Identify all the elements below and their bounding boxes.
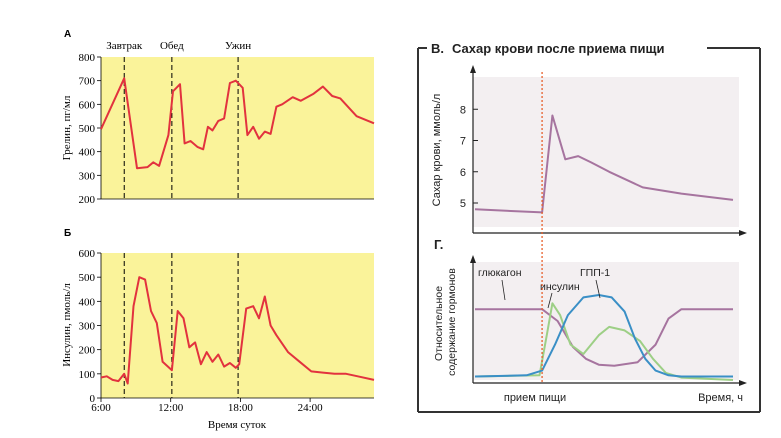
panel-b-x-label: Время суток: [208, 419, 267, 431]
series-label-glp1: ГПП-1: [580, 267, 610, 279]
panel-b: Б 0 100 200 300 400 500 600 6:00 12:00 18:00 24:0…: [61, 228, 375, 431]
panel-b-plot-bg: [101, 253, 374, 398]
leader-glp1: [595, 279, 601, 299]
panel-b-ytick-label: 500: [79, 272, 96, 284]
panel-b-ytick-label: 300: [79, 321, 96, 333]
panel-a-plot-bg: [101, 57, 374, 199]
panel-b-y-label: Инсулин, пмоль/л: [61, 283, 73, 367]
panel-a-ytick-label: 800: [79, 52, 96, 64]
panel-c-x-arrow: [739, 230, 747, 236]
panel-b-ytick-label: 200: [79, 345, 96, 357]
panel-b-ytick-label: 400: [79, 296, 96, 308]
panel-c-ytick-label: 5: [460, 198, 466, 210]
panel-a-y-label: Грелин, пг/мл: [61, 95, 73, 160]
panel-b-ytick-label: 0: [90, 393, 96, 405]
panel-a-event-label: Завтрак: [106, 40, 143, 52]
leader-insulin: [547, 292, 553, 309]
panel-d-y-label-line-1: Относительное: [433, 286, 445, 361]
panel-d-y-label-line-2: содержание гормонов: [446, 268, 458, 376]
panel-a-ytick-label: 200: [79, 194, 96, 206]
panel-c-y-label: Сахар крови, ммоль/л: [431, 94, 443, 207]
panel-c-title: Сахар крови после приема пищи: [452, 41, 665, 56]
series-label-glucagon: глюкагон: [478, 267, 522, 279]
panel-b-ytick-label: 600: [79, 248, 96, 260]
panel-a-ghrelin-line: [100, 77, 375, 170]
panel-b-xtick-label: 18:00: [228, 402, 254, 414]
panel-c-plot-bg: [473, 77, 739, 227]
panel-c-glucose-line: [474, 114, 734, 214]
panel-a-ytick-label: 300: [79, 170, 96, 182]
panel-c-y-arrow: [470, 65, 476, 73]
panel-b-xtick-label: 24:00: [298, 402, 324, 414]
panel-a-ytick-label: 400: [79, 147, 96, 159]
panel-d-y-arrow: [470, 255, 476, 263]
panel-a-event-label: Обед: [160, 40, 184, 52]
panel-d-glp1-line: [474, 294, 733, 378]
panel-a-ytick-label: 600: [79, 99, 96, 111]
panel-d-x-arrow: [739, 380, 747, 386]
panel-b-xtick-label: 6:00: [91, 402, 111, 414]
panel-d-plot-bg: [473, 262, 739, 380]
panel-a-letter: А: [64, 29, 71, 40]
panel-c-ytick-label: 6: [460, 167, 466, 179]
panel-b-insulin-line: [100, 276, 375, 385]
panel-a-ytick-label: 700: [79, 76, 96, 88]
panel-b-xtick-label: 12:00: [158, 402, 184, 414]
panel-d-glucagon-line: [475, 308, 733, 367]
panel-a-event-label: Ужин: [225, 40, 251, 52]
panel-c-ytick-label: 8: [460, 104, 466, 116]
panel-right: В. Сахар крови после приема пищи 5 6 7 8 Са…: [417, 41, 761, 413]
panel-c-letter: В.: [431, 41, 444, 56]
meal-label: прием пищи: [504, 392, 566, 404]
panel-b-ytick-label: 100: [79, 369, 96, 381]
panel-a-ytick-label: 500: [79, 123, 96, 135]
panel-d-x-label: Время, ч: [698, 392, 743, 404]
panel-d-insulin-line: [474, 302, 734, 381]
panel-d-letter: Г.: [434, 237, 443, 252]
series-label-insulin: инсулин: [540, 281, 580, 293]
panel-c-ytick-label: 7: [460, 136, 466, 148]
panel-b-letter: Б: [64, 228, 71, 239]
panel-d-y-label: Относительное содержание гормонов: [433, 268, 458, 376]
leader-glucagon: [501, 279, 506, 301]
